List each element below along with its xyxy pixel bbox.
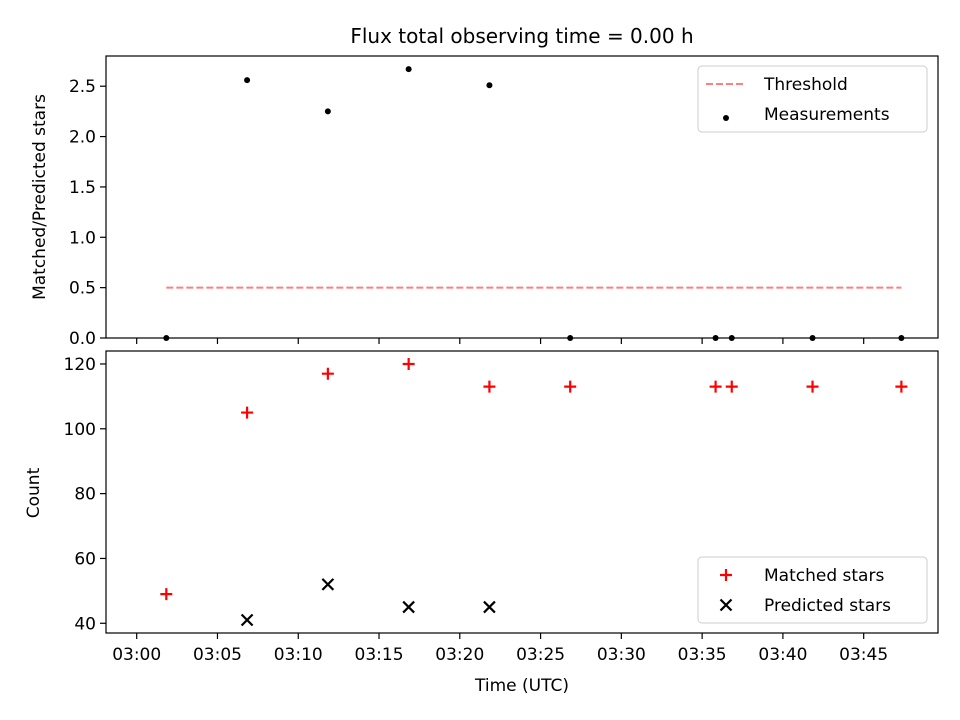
- y-axis-label-count: Count: [24, 467, 44, 518]
- x-tick-label: 03:25: [516, 645, 565, 665]
- y-tick-label-ratio: 0.0: [69, 329, 96, 349]
- legend-box: [697, 556, 928, 624]
- x-tick-label: 03:35: [678, 645, 727, 665]
- legend-label: Matched stars: [764, 566, 884, 586]
- x-tick-label: 03:05: [193, 645, 242, 665]
- x-tick-label: 03:40: [758, 645, 807, 665]
- y-tick-label-count: 40: [74, 614, 96, 634]
- x-axis-label: Time (UTC): [474, 676, 569, 696]
- x-tick-label: 03:30: [597, 645, 646, 665]
- x-tick-label: 03:15: [355, 645, 404, 665]
- y-tick-label-ratio: 1.5: [69, 178, 96, 198]
- measurement-point: [405, 66, 412, 73]
- measurement-point: [244, 77, 251, 84]
- matched-star-marker: [709, 380, 722, 393]
- matched-star-marker: [160, 588, 173, 601]
- predicted-star-marker: [240, 613, 254, 627]
- predicted-star-marker: [321, 578, 335, 591]
- legend-box: [697, 65, 928, 133]
- y-tick-label-count: 100: [64, 420, 96, 440]
- legend-label: Predicted stars: [764, 596, 891, 616]
- y-axis-label-ratio: Matched/Predicted stars: [30, 94, 50, 300]
- measurement-point: [324, 108, 331, 115]
- legend-ratio: Threshold Measurements: [697, 65, 928, 133]
- matched-star-marker: [806, 380, 819, 393]
- x-tick-label: 03:00: [112, 645, 161, 665]
- y-tick-label-count: 60: [74, 549, 96, 569]
- matched-star-marker: [241, 406, 254, 419]
- matched-star-marker: [895, 380, 908, 393]
- chart-title: Flux total observing time = 0.00 h: [350, 24, 693, 48]
- legend-matched-swatch: [720, 569, 732, 581]
- y-tick-label-ratio: 2.0: [69, 128, 96, 148]
- legend-count: Matched stars Predicted stars: [697, 556, 928, 624]
- y-tick-label-count: 120: [64, 355, 96, 375]
- predicted-star-marker: [483, 600, 496, 614]
- legend-label: Measurements: [764, 105, 890, 125]
- plot-layer: 0.0 0.5 1.0 1.5 2.0 2.5 Threshold Measurements 4…: [64, 55, 939, 665]
- matched-star-marker: [564, 380, 577, 393]
- y-tick-label-ratio: 1.0: [69, 228, 96, 248]
- y-tick-label-ratio: 0.5: [69, 279, 96, 299]
- matched-star-marker: [725, 380, 738, 393]
- x-tick-label: 03:45: [839, 645, 888, 665]
- x-tick-label: 03:10: [274, 645, 323, 665]
- y-tick-label-ratio: 2.5: [69, 77, 96, 97]
- legend-predicted-swatch: [719, 598, 733, 612]
- legend-measurement-swatch: [723, 115, 729, 121]
- axes-frame-count: [105, 350, 939, 634]
- legend-label: Threshold: [763, 75, 848, 95]
- axes-frame-ratio: [105, 55, 939, 339]
- y-tick-label-count: 80: [74, 485, 96, 505]
- measurement-point: [486, 82, 493, 89]
- x-tick-label: 03:20: [435, 645, 484, 665]
- predicted-star-marker: [402, 600, 415, 614]
- matched-star-marker: [321, 367, 334, 380]
- matched-star-marker: [483, 380, 496, 393]
- matched-star-marker: [402, 357, 415, 370]
